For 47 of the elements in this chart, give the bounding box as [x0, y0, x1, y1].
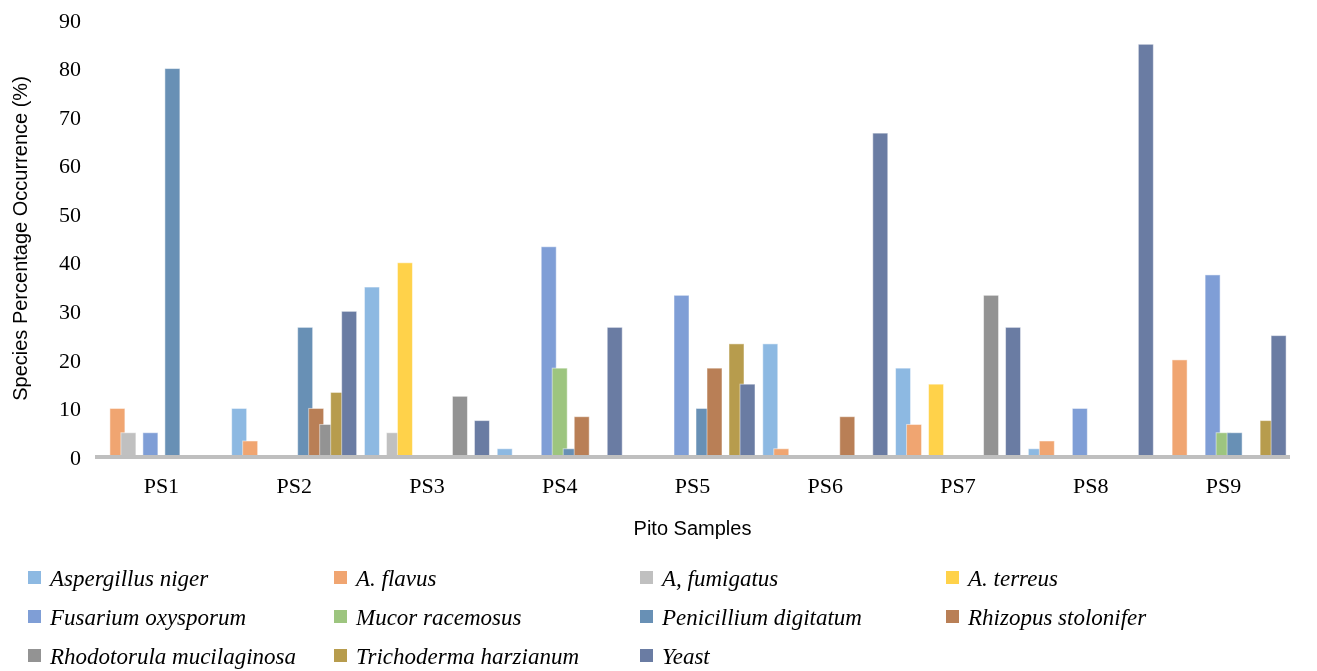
- y-tick-label: 0: [70, 444, 81, 470]
- bar: [473, 420, 490, 458]
- bar: [872, 132, 889, 458]
- x-tick-label: PS8: [1073, 473, 1109, 498]
- x-tick-label: PS6: [807, 473, 844, 498]
- bar: [839, 416, 856, 458]
- x-tick-label: PS9: [1205, 473, 1242, 498]
- y-tick-label: 30: [59, 299, 81, 325]
- bar: [142, 432, 159, 458]
- x-tick-label: PS5: [674, 473, 711, 498]
- bar: [1171, 359, 1188, 458]
- legend-label: A. flavus: [354, 566, 437, 592]
- x-tick-label: PS1: [143, 473, 180, 498]
- y-tick-label: 70: [59, 104, 81, 130]
- legend-label: A, fumigatus: [660, 566, 779, 592]
- legend-label: Fusarium oxysporum: [49, 605, 247, 631]
- legend-label: Trichoderma harzianum: [356, 644, 579, 670]
- bar: [1071, 407, 1088, 458]
- y-tick-label: 40: [59, 250, 81, 276]
- y-tick-label: 60: [59, 153, 81, 179]
- bar: [1005, 326, 1022, 458]
- bar: [1137, 43, 1154, 458]
- bar: [164, 68, 181, 458]
- bar: [673, 294, 690, 458]
- y-axis-title: Species Percentage Occurrence (%): [9, 76, 31, 401]
- x-tick-label: PS4: [541, 473, 578, 498]
- legend-label: Mucor racemosus: [355, 605, 522, 631]
- legend-label: Rhizopus stolonifer: [967, 605, 1148, 631]
- bar: [606, 326, 623, 458]
- x-tick-label: PS7: [940, 473, 976, 498]
- bar: [928, 383, 945, 458]
- bar: [451, 395, 468, 458]
- legend-label: Rhodotorula mucilaginosa: [49, 644, 296, 670]
- x-tick-label: PS3: [409, 473, 445, 498]
- legend-label: A. terreus: [966, 566, 1058, 592]
- bar: [363, 286, 380, 458]
- x-tick-label: PS2: [276, 473, 312, 498]
- y-tick-label: 50: [59, 201, 81, 227]
- x-axis-title: Pito Samples: [633, 517, 752, 539]
- y-tick-label: 20: [59, 347, 81, 373]
- y-tick-label: 10: [59, 396, 81, 422]
- bar: [983, 294, 1000, 458]
- y-tick-label: 80: [59, 56, 81, 82]
- legend-label: Penicillium digitatum: [661, 605, 862, 631]
- legend-label: Aspergillus niger: [48, 566, 210, 592]
- y-tick-label: 90: [59, 7, 81, 33]
- legend-label: Yeast: [662, 644, 711, 670]
